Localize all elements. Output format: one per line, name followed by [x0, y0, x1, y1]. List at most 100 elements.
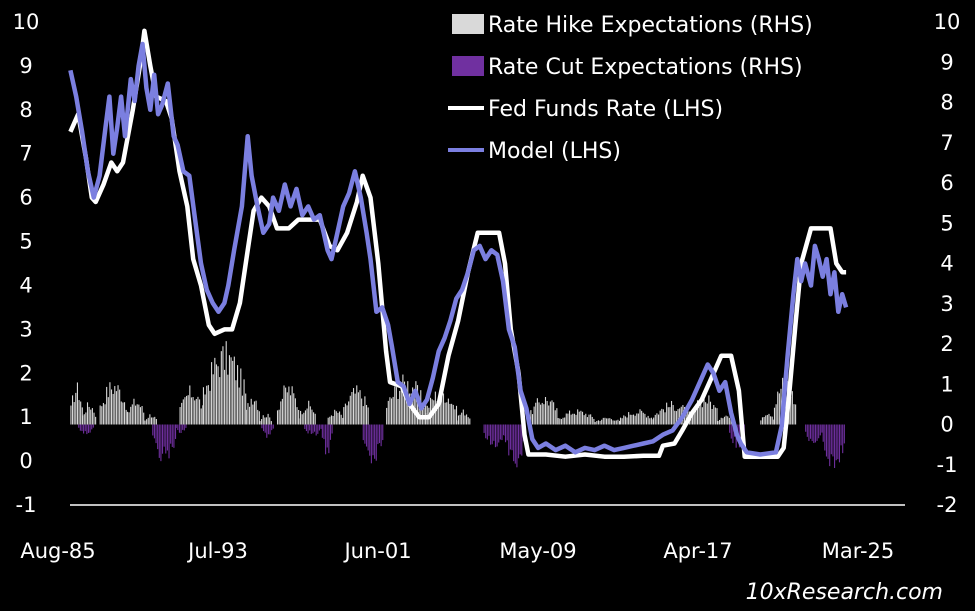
rate-hike-bar — [619, 417, 622, 425]
rate-hike-bar — [727, 416, 729, 425]
rate-hike-bar — [107, 397, 109, 425]
left-tick-label: 8 — [19, 98, 32, 122]
rate-hike-bar — [667, 407, 669, 425]
rate-hike-bar — [276, 410, 279, 425]
rate-hike-bar — [675, 411, 677, 425]
rate-cut-bar — [838, 424, 841, 463]
rate-hike-bar — [303, 412, 305, 425]
rate-hike-bar — [631, 414, 633, 425]
rate-hike-bar — [790, 396, 792, 425]
rate-hike-bar — [194, 400, 196, 425]
rate-cut-bar — [183, 424, 185, 431]
rate-cut-bar — [834, 424, 836, 468]
rate-cut-bar — [382, 424, 384, 441]
rate-hike-bar — [217, 366, 219, 425]
rate-hike-bar — [72, 395, 74, 425]
rate-cut-bar — [158, 424, 160, 458]
legend-label: Rate Cut Expectations (RHS) — [488, 55, 803, 80]
rate-hike-bar — [214, 357, 216, 425]
left-tick-label: 10 — [13, 10, 40, 34]
rate-cut-bar — [516, 424, 518, 468]
rate-hike-bar — [645, 417, 648, 425]
rate-hike-bar — [228, 355, 230, 425]
right-tick-label: 3 — [940, 292, 953, 316]
rate-hike-bar — [730, 418, 732, 425]
rate-cut-bar — [315, 424, 317, 436]
rate-hike-bar — [135, 405, 137, 425]
rate-hike-bar — [457, 415, 459, 425]
rate-cut-bar — [513, 424, 515, 462]
rate-hike-bar — [139, 407, 141, 425]
rate-cut-bar — [369, 424, 371, 456]
rate-hike-bar — [722, 418, 724, 425]
rate-hike-bar — [354, 393, 356, 425]
rate-hike-bar — [693, 410, 695, 425]
rate-hike-bar — [270, 421, 272, 425]
rate-cut-bar — [490, 424, 492, 445]
rate-cut-bar — [832, 424, 834, 457]
rate-hike-bar — [120, 401, 122, 425]
rate-cut-bar — [165, 424, 167, 454]
rate-hike-bar — [359, 390, 361, 425]
rate-hike-bar — [241, 395, 243, 425]
rate-cut-bar — [86, 424, 88, 435]
rate-hike-bar — [654, 414, 656, 425]
rate-hike-bar — [112, 393, 114, 425]
rate-hike-bar — [553, 402, 555, 425]
rate-hike-bar — [311, 409, 313, 425]
rate-hike-bar — [677, 409, 679, 425]
rate-hike-bar — [147, 417, 149, 425]
rate-hike-bar — [143, 412, 145, 425]
rate-hike-bar — [131, 404, 133, 425]
rate-hike-bar — [200, 408, 202, 425]
rate-cut-bar — [309, 424, 311, 431]
rate-hike-bar — [661, 408, 663, 425]
rate-cut-bar — [267, 424, 269, 435]
right-tick-label: 6 — [940, 171, 953, 195]
rate-cut-bar — [822, 424, 824, 442]
rate-hike-bar — [352, 388, 355, 425]
rate-hike-bar — [220, 351, 222, 425]
right-tick-label: 0 — [940, 413, 953, 437]
rate-hike-bar — [207, 385, 209, 425]
rate-hike-bar — [197, 396, 199, 425]
rate-hike-bar — [674, 410, 676, 425]
rate-cut-bar — [161, 424, 164, 454]
rate-hike-bar — [594, 422, 596, 425]
rate-hike-bar — [639, 409, 641, 425]
rate-hike-bar — [795, 404, 797, 425]
rate-hike-bar — [709, 401, 712, 425]
rate-cut-bar — [811, 424, 813, 442]
rate-hike-bar — [777, 391, 779, 425]
rate-hike-bar — [349, 395, 351, 425]
rate-hike-bar — [597, 420, 599, 425]
left-tick-label: 7 — [19, 142, 32, 166]
rate-cut-bar — [374, 424, 376, 459]
rate-hike-bar — [609, 418, 611, 425]
rate-hike-bar — [716, 408, 718, 425]
left-tick-label: 2 — [19, 361, 32, 385]
rate-hike-bar — [339, 411, 341, 425]
rate-hike-bar — [249, 406, 251, 425]
rate-hike-bar — [705, 402, 707, 425]
rate-cut-bar — [375, 424, 377, 461]
rate-hike-bar — [340, 414, 342, 425]
rate-hike-bar — [415, 381, 417, 425]
rate-hike-bar — [240, 368, 242, 425]
rate-hike-bar — [258, 411, 260, 425]
rate-hike-bar — [245, 393, 247, 425]
rate-hike-bar — [773, 419, 775, 425]
rate-hike-bar — [80, 401, 82, 425]
rate-hike-bar — [259, 421, 261, 425]
x-tick-label: Jul-93 — [186, 539, 248, 563]
rate-hike-bar — [367, 407, 369, 425]
rate-hike-bar — [293, 393, 295, 425]
rate-hike-bar — [672, 405, 674, 425]
rate-hike-bar — [441, 387, 443, 425]
rate-cut-bar — [160, 424, 162, 462]
rate-hike-bar — [361, 398, 363, 425]
rate-hike-bar — [634, 415, 636, 425]
rate-cut-bar — [271, 424, 273, 431]
rate-hike-bar — [662, 409, 664, 425]
left-tick-label: 9 — [19, 54, 32, 78]
